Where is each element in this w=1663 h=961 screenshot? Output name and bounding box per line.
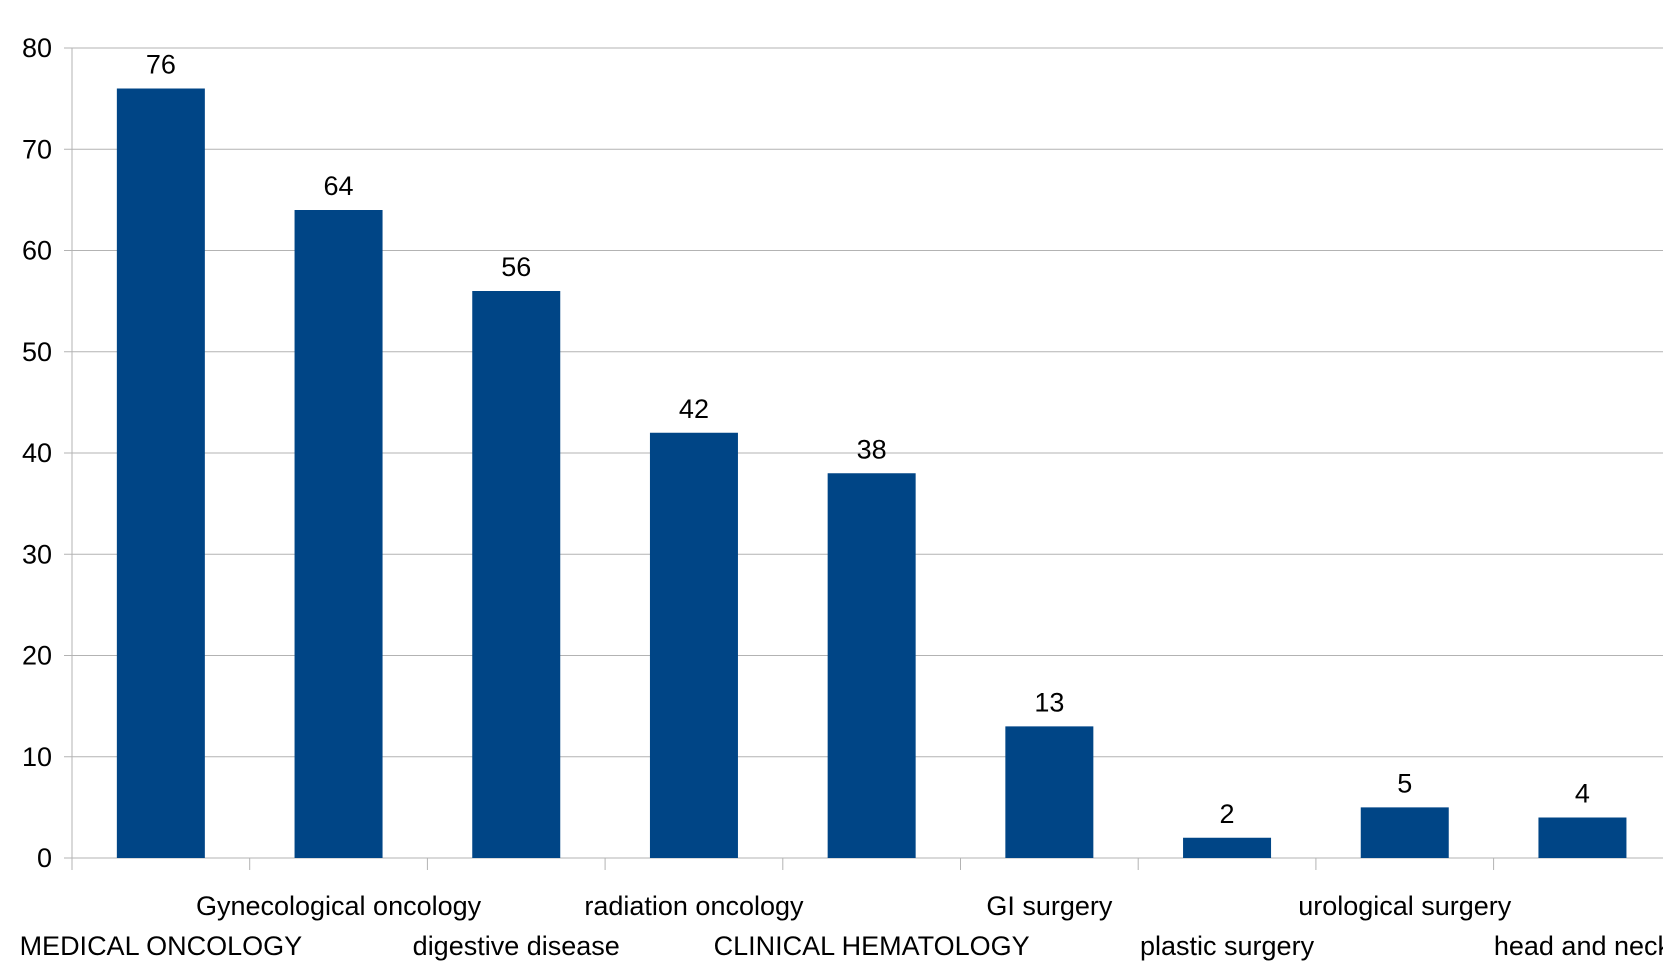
bar	[116, 88, 205, 858]
y-tick-label: 0	[37, 843, 52, 873]
y-tick-label: 10	[22, 742, 52, 772]
y-tick-label: 40	[22, 438, 52, 468]
data-label: 13	[1034, 687, 1064, 717]
x-category-label: head and neck	[1494, 931, 1663, 961]
y-tick-label: 70	[22, 134, 52, 164]
y-tick-label: 30	[22, 539, 52, 569]
y-tick-label: 60	[22, 236, 52, 266]
data-label: 64	[324, 171, 354, 201]
bar	[1005, 726, 1094, 858]
data-label: 76	[146, 50, 176, 80]
y-tick-label: 80	[22, 33, 52, 63]
x-category-label: digestive disease	[413, 931, 620, 961]
x-category-label: CLINICAL HEMATOLOGY	[714, 931, 1030, 961]
bars	[116, 88, 1627, 858]
data-label: 2	[1220, 799, 1235, 829]
y-axis: 0 10 20 30 40 50 60 70 80	[22, 33, 73, 873]
data-label: 42	[679, 394, 709, 424]
data-label: 38	[857, 434, 887, 464]
data-label: 4	[1575, 779, 1590, 809]
x-category-label: GI surgery	[986, 891, 1113, 921]
y-tick-label: 50	[22, 337, 52, 367]
bar	[649, 432, 738, 858]
bar	[294, 210, 383, 858]
data-label: 56	[501, 252, 531, 282]
x-category-label: radiation oncology	[584, 891, 804, 921]
data-label: 5	[1397, 768, 1412, 798]
category-labels: MEDICAL ONCOLOGY Gynecological oncology di…	[20, 891, 1663, 961]
bar	[472, 291, 561, 858]
bar	[1360, 807, 1449, 858]
x-axis	[72, 857, 1663, 870]
x-category-label: Gynecological oncology	[196, 891, 482, 921]
x-category-label: plastic surgery	[1140, 931, 1315, 961]
bar	[1183, 837, 1272, 858]
x-category-label: MEDICAL ONCOLOGY	[20, 931, 303, 961]
x-category-label: urological surgery	[1298, 891, 1512, 921]
bar	[1538, 817, 1627, 858]
y-tick-label: 20	[22, 641, 52, 671]
bar	[827, 473, 916, 858]
data-labels: 76 64 56 42 38 13 2 5 4	[146, 50, 1590, 829]
